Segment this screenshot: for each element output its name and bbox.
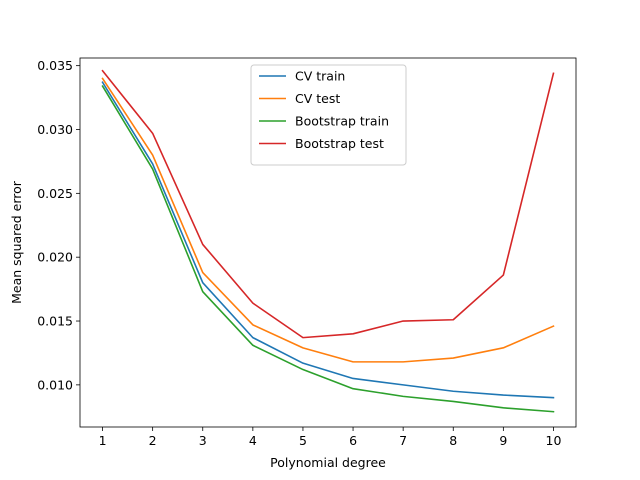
y-axis-ticks: 0.010 0.015 0.020 0.025 0.030 0.035	[37, 58, 80, 392]
y-tick-label: 0.020	[37, 250, 73, 265]
x-axis-label: Polynomial degree	[270, 455, 386, 470]
x-tick-label: 6	[349, 433, 357, 448]
y-tick-label: 0.035	[37, 58, 73, 73]
legend-label: Bootstrap test	[295, 136, 384, 151]
y-tick-label: 0.010	[37, 377, 73, 392]
x-tick-label: 5	[299, 433, 307, 448]
series-line-cv-test	[101, 77, 555, 363]
x-axis-ticks: 1 2 3 4 5 6 7 8 9 10	[99, 427, 562, 448]
x-tick-label: 1	[99, 433, 107, 448]
plot-lines	[101, 69, 555, 413]
y-tick-label: 0.030	[37, 122, 73, 137]
y-tick-label: 0.025	[37, 186, 73, 201]
x-tick-label: 4	[249, 433, 257, 448]
plot-frame	[79, 57, 577, 428]
legend-label: Bootstrap train	[295, 114, 389, 129]
y-axis-label: Mean squared error	[9, 180, 24, 304]
y-tick-label: 0.015	[37, 314, 73, 329]
legend-label: CV test	[295, 91, 340, 106]
x-tick-label: 2	[149, 433, 157, 448]
x-tick-label: 8	[449, 433, 457, 448]
x-tick-label: 7	[399, 433, 407, 448]
x-tick-label: 3	[199, 433, 207, 448]
x-tick-label: 10	[546, 433, 562, 448]
series-line-bootstrap-train	[101, 84, 555, 413]
series-line-cv-train	[101, 81, 555, 399]
legend-label: CV train	[295, 69, 345, 84]
x-tick-label: 9	[499, 433, 507, 448]
series-line-bootstrap-test	[101, 69, 555, 339]
legend-box	[250, 64, 407, 166]
legend: CV train CV test Bootstrap train Bootstrap …	[250, 64, 407, 166]
